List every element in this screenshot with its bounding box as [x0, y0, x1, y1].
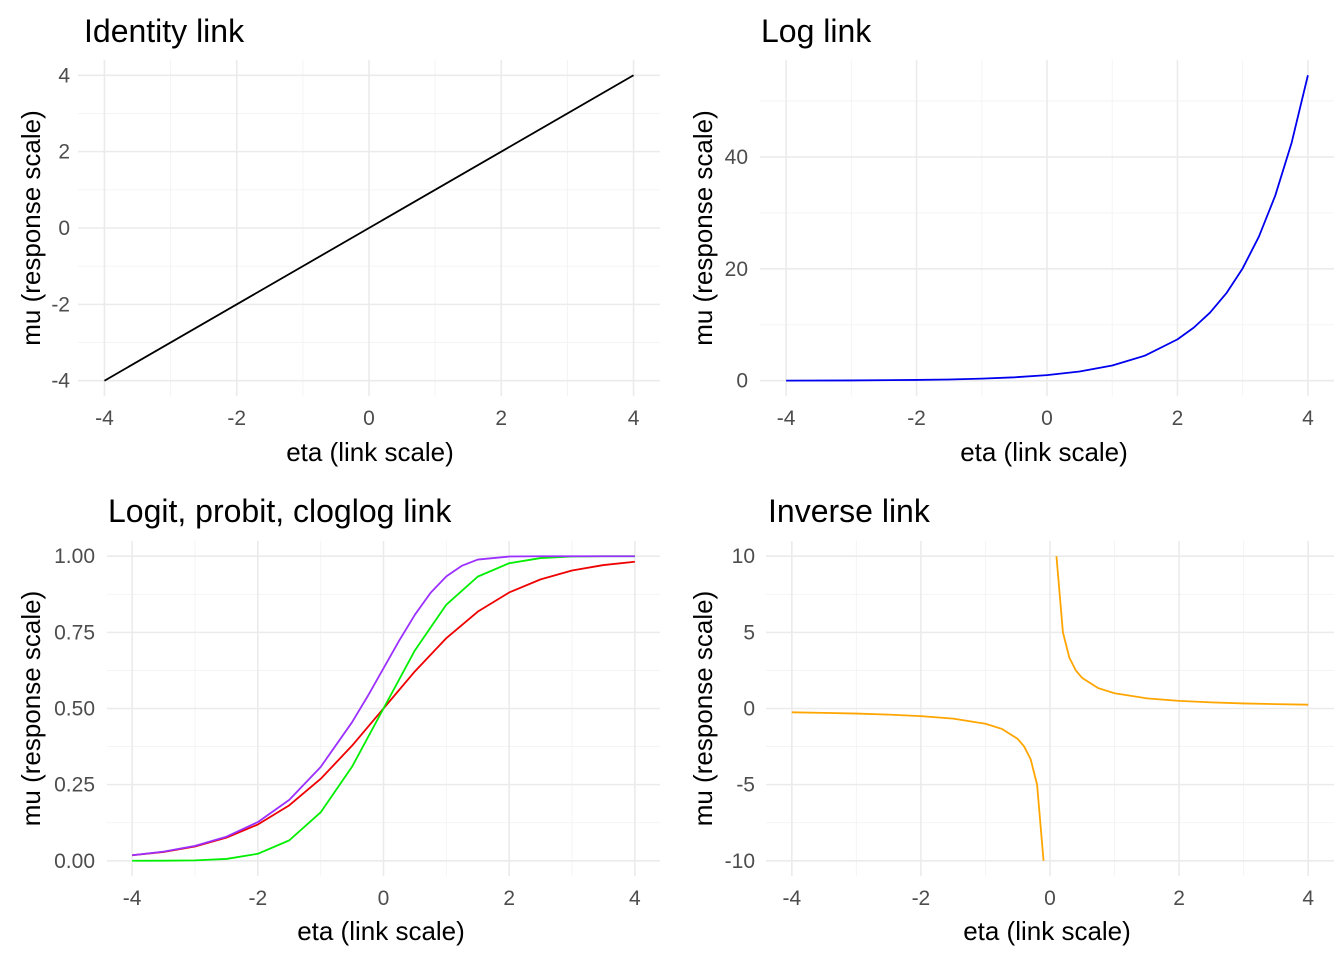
y-axis-label: mu (response scale)	[16, 591, 46, 827]
y-tick-label: 4	[58, 64, 70, 87]
x-axis-label: eta (link scale)	[960, 437, 1128, 467]
y-axis-label: mu (response scale)	[16, 110, 46, 346]
x-tick-label: -4	[123, 887, 142, 910]
y-tick-label: 0	[743, 698, 755, 721]
x-tick-label: 2	[495, 407, 507, 430]
y-tick-label: 0.50	[54, 698, 95, 721]
x-tick-label: -4	[777, 407, 796, 430]
series-line-2	[1055, 556, 1309, 706]
chart-title: Identity link	[84, 13, 245, 49]
y-axis-label: mu (response scale)	[688, 110, 718, 346]
x-axis-label: eta (link scale)	[963, 916, 1131, 946]
x-tick-label: 2	[503, 887, 515, 910]
x-tick-label: 2	[1173, 887, 1185, 910]
y-axis-label: mu (response scale)	[688, 591, 718, 827]
chart-title: Log link	[761, 13, 872, 49]
x-tick-label: 2	[1172, 407, 1184, 430]
y-tick-label: 10	[732, 545, 755, 568]
y-tick-label: -5	[736, 774, 755, 797]
x-tick-label: -4	[782, 887, 801, 910]
x-tick-label: 0	[378, 887, 390, 910]
x-tick-label: 0	[1044, 887, 1056, 910]
x-tick-label: -2	[907, 407, 926, 430]
y-tick-label: 5	[743, 621, 755, 644]
series-line-3	[132, 555, 635, 857]
x-tick-label: 4	[1302, 407, 1314, 430]
y-tick-label: 0.75	[54, 621, 95, 644]
chart-panel-3: -4 -2 0 2 4 0.00 0.25 0.50 0.75 1.00 Logit, probit…	[16, 493, 660, 946]
series-line-1	[791, 711, 1045, 861]
y-tick-label: 40	[725, 146, 748, 169]
chart-panel-4: -4 -2 0 2 4 -10 -5 0 5 10 Inverse link eta (link sc…	[688, 493, 1334, 946]
y-tick-label: 2	[58, 141, 70, 164]
chart-panel-1: -4 -2 0 2 4 -4 -2 0 2 4 Identity link eta (link sca…	[16, 13, 660, 467]
x-tick-label: -2	[912, 887, 931, 910]
x-axis-label: eta (link scale)	[286, 437, 454, 467]
x-tick-label: -2	[248, 887, 267, 910]
y-tick-label: 0	[58, 217, 70, 240]
y-tick-label: 20	[725, 258, 748, 281]
series-line-1	[104, 74, 634, 382]
series-line-2	[132, 555, 635, 862]
x-tick-label: 0	[1041, 407, 1053, 430]
x-tick-label: 4	[1302, 887, 1314, 910]
y-tick-label: -4	[51, 370, 70, 393]
x-tick-label: 4	[629, 887, 641, 910]
x-tick-label: 0	[363, 407, 375, 430]
x-tick-label: -2	[227, 407, 246, 430]
y-tick-label: 0.00	[54, 850, 95, 873]
x-tick-label: -4	[95, 407, 114, 430]
y-tick-label: -2	[51, 293, 70, 316]
chart-title: Inverse link	[768, 493, 931, 529]
series-line-1	[786, 75, 1309, 382]
x-axis-label: eta (link scale)	[297, 916, 465, 946]
y-tick-label: 0.25	[54, 774, 95, 797]
y-tick-label: -10	[725, 850, 755, 873]
chart-title: Logit, probit, cloglog link	[108, 493, 452, 529]
y-tick-label: 0	[736, 370, 748, 393]
y-tick-label: 1.00	[54, 545, 95, 568]
x-tick-label: 4	[628, 407, 640, 430]
